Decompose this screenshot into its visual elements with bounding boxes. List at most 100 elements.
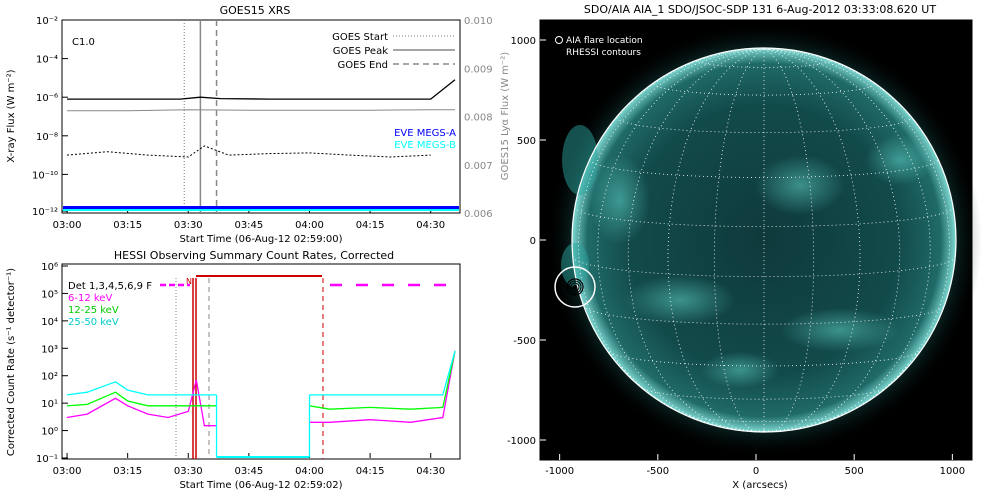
aia-xtick-label: 1000 [940, 466, 965, 477]
aia-legend-circle-icon [555, 36, 563, 44]
goes-y2tick-label: 0.006 [464, 209, 493, 220]
aia-longitude-line [763, 48, 815, 433]
eve-megs-a-band [63, 206, 459, 209]
hessi-legend-25-50: 25-50 keV [68, 317, 119, 328]
goes-ytick-label: 10⁻⁸ [36, 132, 58, 143]
goes-ytick-label: 10⁻⁶ [36, 93, 58, 104]
hessi-xtick-label: 03:30 [174, 466, 203, 477]
hessi-series-25-50-keV-pre [66, 381, 217, 396]
goes-y2label: GOES15 Lyα Flux (W m⁻²) [500, 52, 511, 180]
goes-ytick-label: 10⁻¹⁰ [32, 170, 58, 181]
hessi-series-12-25-keV-pre [66, 391, 217, 407]
aia-ytick-label: 1000 [511, 36, 536, 47]
aia-longitude-line [763, 48, 861, 433]
goes-panel: GOES15 XRS 10⁻² 10⁻⁴ 10⁻⁶ 10⁻⁸ 10⁻¹⁰ 10⁻¹² 0.… [6, 4, 511, 245]
hessi-ytick-label: 10⁶ [41, 262, 58, 273]
hessi-ytick-label: 10⁴ [41, 317, 58, 328]
hessi-panel: HESSI Observing Summary Count Rates, Cor… [6, 249, 461, 491]
hessi-ytick-label: 10⁵ [41, 289, 58, 300]
aia-longitude-line [627, 48, 765, 432]
goes-series-line-1 [67, 109, 455, 112]
goes-xtick-label: 04:15 [356, 220, 385, 231]
goes-ytick-label: 10⁻⁴ [36, 55, 58, 66]
goes-xlabel: Start Time (06-Aug-12 02:59:00) [179, 234, 342, 245]
aia-ytick-label: 0 [530, 236, 536, 247]
goes-xtick-label: 03:45 [234, 220, 263, 231]
goes-legend-end-label: GOES End [338, 60, 388, 71]
eve-megs-a-label: EVE MEGS-A [394, 128, 456, 139]
goes-legend-start-label: GOES Start [332, 32, 388, 43]
rhessi-contours [566, 278, 584, 296]
aia-latitude-line [574, 206, 954, 228]
hessi-xlabel: Start Time (06-Aug-12 02:59:02) [179, 480, 342, 491]
aia-legend-flare: AIA flare location [566, 36, 643, 46]
hessi-ylabel: Corrected Count Rate (s⁻¹ detector⁻¹) [6, 268, 17, 456]
aia-latitude-line [572, 256, 956, 278]
goes-series-line-0 [67, 79, 456, 100]
goes-plot-frame [61, 19, 461, 214]
aia-heliographic-grid [571, 48, 957, 433]
aia-latitude-line [589, 159, 939, 178]
aia-longitude-line [597, 48, 765, 432]
hessi-ytick-label: 10² [41, 372, 58, 383]
goes-ylabel: X-ray Flux (W m⁻²) [6, 69, 17, 162]
goes-title: GOES15 XRS [220, 4, 291, 17]
aia-xtick-label: -1000 [545, 466, 574, 477]
eve-megs-b-band [63, 209, 459, 211]
goes-ytick-label: 10⁻² [36, 16, 58, 27]
hessi-xtick-label: 04:00 [295, 466, 324, 477]
hessi-legend: Det 1,3,4,5,6,9 F 6-12 keV 12-25 keV 25-… [68, 281, 152, 328]
goes-flare-class: C1.0 [72, 37, 95, 48]
goes-y2tick-label: 0.007 [464, 161, 493, 172]
hessi-title: HESSI Observing Summary Count Rates, Cor… [114, 249, 394, 262]
hessi-legend-12-25: 12-25 keV [68, 305, 119, 316]
aia-flare-circle [554, 266, 596, 308]
hessi-series-6-12-keV-pre [66, 379, 217, 427]
aia-title: SDO/AIA AIA_1 SDO/JSOC-SDP 131 6-Aug-201… [584, 3, 936, 16]
goes-legend-peak-label: GOES Peak [333, 46, 388, 57]
aia-ytick-label: -1000 [507, 436, 536, 447]
aia-ytick-label: -500 [513, 336, 536, 347]
aia-longitude-line [763, 48, 931, 432]
eve-megs-b-label: EVE MEGS-B [394, 140, 456, 151]
hessi-xtick-label: 03:15 [113, 466, 142, 477]
aia-xtick-label: 500 [845, 466, 864, 477]
aia-active-regions [561, 125, 935, 388]
goes-xtick-label: 03:30 [174, 220, 203, 231]
hessi-xtick-label: 04:30 [416, 466, 445, 477]
aia-longitude-line [667, 48, 765, 433]
hessi-series-12-25-keV-post [309, 350, 456, 410]
hessi-xtick-label: 04:15 [356, 466, 385, 477]
goes-ytick-label: 10⁻¹² [32, 207, 58, 218]
aia-longitude-line [713, 48, 765, 433]
hessi-plot-frame [61, 263, 461, 460]
goes-series-line-2 [66, 145, 431, 158]
goes-xtick-label: 03:00 [53, 220, 82, 231]
hessi-night-label: N [186, 277, 192, 286]
goes-y2tick-label: 0.009 [464, 64, 493, 75]
goes-xtick-label: 04:30 [416, 220, 445, 231]
hessi-xtick-label: 03:00 [53, 466, 82, 477]
aia-latitude-line [583, 305, 945, 325]
aia-xlabel: X (arcsecs) [732, 480, 788, 491]
hessi-legend-det: Det 1,3,4,5,6,9 F [68, 281, 152, 292]
aia-ytick-label: 500 [517, 136, 536, 147]
hessi-ytick-label: 10⁰ [41, 427, 58, 438]
hessi-series-6-12-keV-post [309, 350, 456, 423]
hessi-ytick-label: 10¹ [41, 399, 58, 410]
hessi-legend-6-12: 6-12 keV [68, 293, 112, 304]
aia-longitude-line [763, 48, 901, 432]
goes-y2tick-label: 0.010 [464, 16, 493, 27]
hessi-xtick-label: 03:45 [234, 466, 263, 477]
goes-legend: GOES Start GOES Peak GOES End [332, 32, 455, 71]
hessi-series-25-50-keV-post [309, 350, 456, 396]
aia-xtick-label: 0 [753, 466, 759, 477]
goes-xtick-label: 03:15 [113, 220, 142, 231]
aia-xtick-label: -500 [646, 466, 669, 477]
goes-xtick-label: 04:00 [295, 220, 324, 231]
aia-legend-rhessi: RHESSI contours [566, 48, 641, 58]
aia-latitude-line [606, 349, 922, 367]
goes-y2tick-label: 0.008 [464, 113, 493, 124]
aia-limb-circle [571, 47, 957, 433]
